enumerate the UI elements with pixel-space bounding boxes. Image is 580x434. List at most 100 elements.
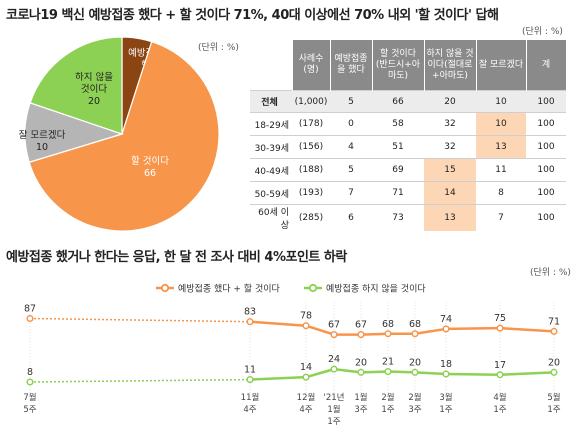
table-cell: 32 [424, 112, 476, 136]
table-column-header: 예방접종을 했다 [330, 40, 373, 91]
series-line [445, 372, 501, 377]
series-line [445, 326, 501, 331]
series-line [360, 332, 389, 336]
legend-marker [160, 283, 170, 293]
table-cell: 15 [424, 158, 476, 182]
table-row: 30-39세 (156) 4 51 32 13 100 [250, 135, 566, 159]
table-cell: 10 [476, 112, 526, 136]
table-row-label: 30-39세 [250, 135, 292, 159]
series-line [360, 370, 389, 374]
pie-slice-value: 10 [36, 142, 48, 153]
table-cell: 100 [526, 158, 566, 182]
line-chart: 예방접종 했다 + 할 것이다 예방접종 하지 않을 것이다 87 83 78 67 67 6… [23, 283, 560, 428]
pie-slice-value: 20 [88, 96, 100, 107]
data-point [411, 368, 419, 376]
table-cell: 7 [330, 181, 372, 205]
data-label: 24 [328, 354, 340, 365]
x-tick-label: 2월 [381, 392, 394, 403]
table-row: 전체 (1,000) 5 66 20 10 100 [250, 90, 566, 113]
top-title: 코로나19 백신 예방접종 했다 + 할 것이다 71%, 40대 이상에선 7… [6, 8, 499, 23]
series-line [305, 367, 335, 379]
table-cell: 69 [372, 158, 424, 182]
table-cell: 71 [372, 181, 424, 205]
x-tick-label: '21년 [324, 392, 345, 403]
data-point [550, 368, 558, 376]
x-tick-label: 1월 [327, 404, 340, 415]
table-cell: 13 [424, 204, 476, 231]
x-tick-label: 1주 [327, 417, 340, 427]
table-row-label: 50-59세 [250, 181, 292, 205]
data-label: 75 [494, 313, 506, 324]
table-cell: 10 [476, 90, 526, 113]
pie-slice [28, 40, 220, 232]
line-unit-label: (단위 : %) [530, 268, 571, 278]
data-label: 17 [494, 360, 506, 371]
data-point [442, 325, 450, 333]
data-label: 21 [382, 357, 394, 368]
table-header-row: 사례수 (명) 예방접종을 했다 할 것이다 (반드시+아마도) 하지 않을 것이다(… [250, 40, 567, 91]
data-point [496, 324, 504, 332]
table-row: 18-29세 (178) 0 58 32 10 100 [250, 112, 566, 136]
survey-table: 사례수 (명) 예방접종을 했다 할 것이다 (반드시+아마도) 하지 않을 것이다(… [250, 40, 567, 231]
table-cell: 73 [372, 204, 424, 231]
table-cell: 100 [526, 90, 566, 113]
x-tick-label: 11월 [241, 392, 260, 403]
pie-unit-label: (단위 : %) [198, 43, 239, 53]
table-cell: (285) [292, 204, 330, 231]
legend-marker [308, 283, 318, 293]
table-cell: 100 [526, 181, 566, 205]
table-cell: 0 [330, 112, 372, 136]
table-row-label: 전체 [250, 90, 292, 113]
pie-slice [29, 36, 123, 135]
x-tick-label: 4주 [299, 405, 312, 415]
series-line [414, 371, 447, 376]
legend-label: 예방접종 하지 않을 것이다 [326, 283, 426, 295]
x-tick-label: 1주 [381, 405, 394, 415]
data-point [411, 330, 419, 338]
data-point [26, 314, 34, 323]
x-tick-label: 7월 [23, 392, 36, 403]
table-cell: 100 [526, 204, 566, 231]
data-label: 11 [244, 365, 256, 376]
series-line [305, 324, 335, 336]
table-column-header: 계 [526, 40, 567, 91]
table-cell: 32 [424, 135, 476, 159]
data-point [442, 370, 450, 378]
data-label: 14 [300, 362, 312, 373]
table-cell: 5 [330, 158, 372, 182]
data-label: 83 [244, 307, 256, 318]
table-cell: 66 [372, 90, 424, 113]
table-cell: 7 [476, 204, 526, 231]
x-tick-label: 5월 [547, 392, 560, 403]
pie-slice-value: 66 [144, 168, 156, 179]
data-label: 71 [548, 316, 560, 327]
table-column-header: 사례수 (명) [292, 40, 331, 91]
table-cell: 58 [372, 112, 424, 136]
series-line [387, 370, 416, 374]
table-row-label: 60세 이상 [250, 204, 292, 231]
pie-slice-label: 것이다 [81, 84, 107, 95]
x-tick-label: 1월 [354, 392, 367, 403]
data-point [26, 378, 34, 386]
data-label: 8 [27, 367, 33, 378]
table-cell: 6 [330, 204, 372, 231]
series-line [499, 326, 555, 333]
data-label: 20 [548, 357, 560, 368]
table-cell: 20 [424, 90, 476, 113]
x-tick-label: 1주 [547, 405, 560, 415]
data-point [302, 373, 310, 381]
table-cell: (188) [292, 158, 330, 182]
data-point [246, 318, 254, 326]
data-point [496, 371, 504, 379]
table-cell: 14 [424, 181, 476, 205]
bottom-title: 예방접종 했거나 한다는 응답, 한 달 전 조사 대비 4%포인트 하락 [6, 250, 347, 265]
x-tick-label: 3월 [439, 392, 452, 403]
data-point [330, 365, 338, 373]
data-label: 20 [355, 357, 367, 368]
data-point [357, 331, 365, 339]
table-unit-label: (단위 : %) [522, 27, 563, 37]
x-tick-label: 3주 [408, 405, 421, 415]
table-cell: (178) [292, 112, 330, 136]
series-line [499, 371, 555, 377]
table-column-header: 잘 모르겠다 [476, 40, 527, 91]
